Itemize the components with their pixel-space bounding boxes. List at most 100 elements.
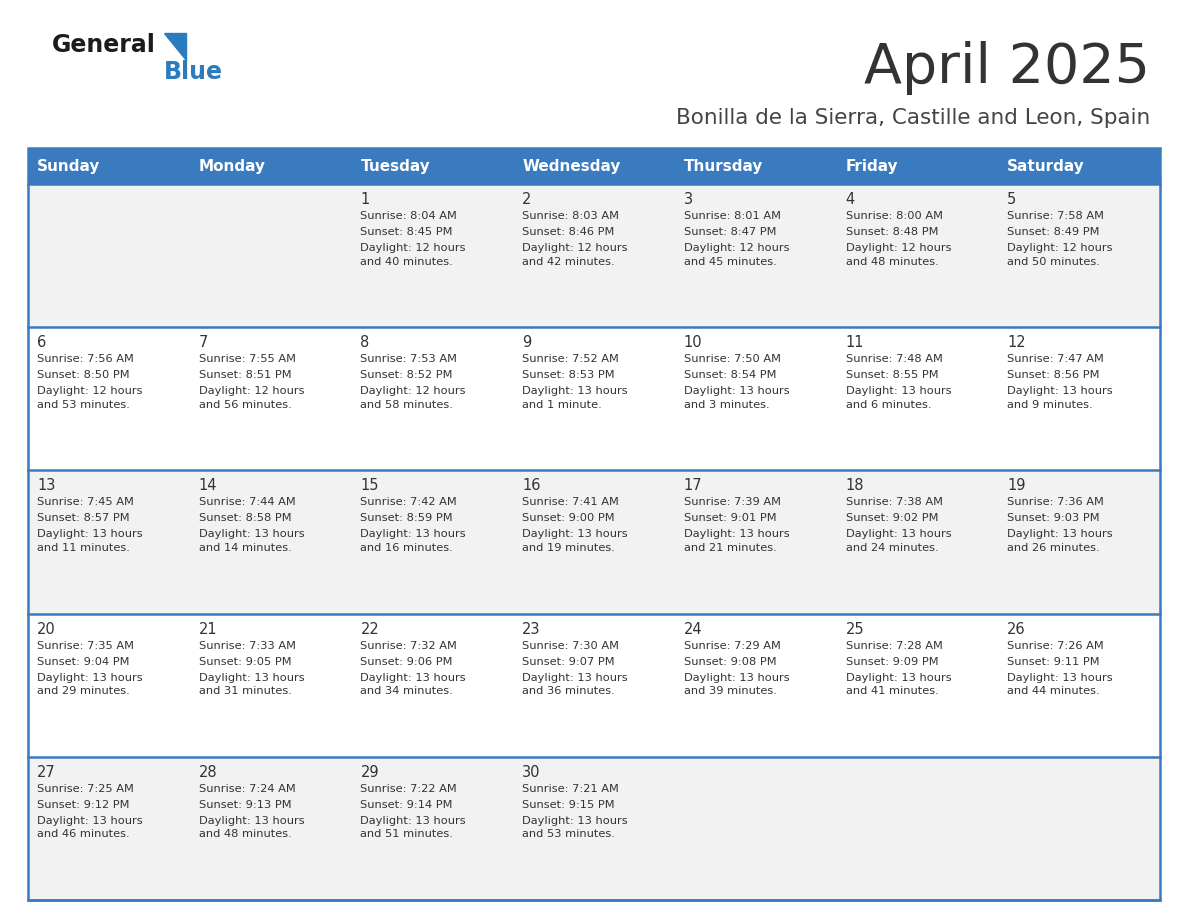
Text: Daylight: 12 hours
and 58 minutes.: Daylight: 12 hours and 58 minutes. <box>360 386 466 409</box>
Text: 13: 13 <box>37 478 56 493</box>
Text: Daylight: 13 hours
and 34 minutes.: Daylight: 13 hours and 34 minutes. <box>360 673 466 696</box>
Text: 10: 10 <box>684 335 702 350</box>
Text: Friday: Friday <box>846 159 898 174</box>
Text: Sunrise: 7:38 AM: Sunrise: 7:38 AM <box>846 498 942 508</box>
Text: Daylight: 12 hours
and 50 minutes.: Daylight: 12 hours and 50 minutes. <box>1007 243 1113 266</box>
Text: 29: 29 <box>360 765 379 779</box>
Text: Sunrise: 8:01 AM: Sunrise: 8:01 AM <box>684 211 781 221</box>
Text: Daylight: 12 hours
and 45 minutes.: Daylight: 12 hours and 45 minutes. <box>684 243 789 266</box>
Text: Daylight: 13 hours
and 53 minutes.: Daylight: 13 hours and 53 minutes. <box>523 816 627 839</box>
Text: Saturday: Saturday <box>1007 159 1085 174</box>
Text: Bonilla de la Sierra, Castille and Leon, Spain: Bonilla de la Sierra, Castille and Leon,… <box>676 108 1150 128</box>
Text: 1: 1 <box>360 192 369 207</box>
Text: Sunset: 9:09 PM: Sunset: 9:09 PM <box>846 656 939 666</box>
Text: 11: 11 <box>846 335 864 350</box>
Text: 2: 2 <box>523 192 531 207</box>
Text: Sunset: 9:06 PM: Sunset: 9:06 PM <box>360 656 453 666</box>
Text: Sunset: 8:47 PM: Sunset: 8:47 PM <box>684 227 776 237</box>
Text: 22: 22 <box>360 621 379 636</box>
Text: 25: 25 <box>846 621 864 636</box>
Text: Daylight: 13 hours
and 31 minutes.: Daylight: 13 hours and 31 minutes. <box>198 673 304 696</box>
Text: Sunrise: 7:28 AM: Sunrise: 7:28 AM <box>846 641 942 651</box>
Text: Wednesday: Wednesday <box>523 159 620 174</box>
Text: Sunset: 8:57 PM: Sunset: 8:57 PM <box>37 513 129 523</box>
Text: 8: 8 <box>360 335 369 350</box>
Text: Sunrise: 7:42 AM: Sunrise: 7:42 AM <box>360 498 457 508</box>
Text: 16: 16 <box>523 478 541 493</box>
Text: Sunrise: 7:48 AM: Sunrise: 7:48 AM <box>846 354 942 364</box>
Bar <box>29 148 1159 900</box>
Text: Sunrise: 7:25 AM: Sunrise: 7:25 AM <box>37 784 134 794</box>
Text: Sunset: 8:53 PM: Sunset: 8:53 PM <box>523 370 614 380</box>
Polygon shape <box>164 33 187 60</box>
Text: Monday: Monday <box>198 159 266 174</box>
Text: 18: 18 <box>846 478 864 493</box>
Text: Sunset: 8:49 PM: Sunset: 8:49 PM <box>1007 227 1100 237</box>
Text: Sunrise: 7:50 AM: Sunrise: 7:50 AM <box>684 354 781 364</box>
Text: 26: 26 <box>1007 621 1026 636</box>
Bar <box>352 148 513 184</box>
Bar <box>29 184 1159 327</box>
Text: 14: 14 <box>198 478 217 493</box>
Text: Sunset: 9:03 PM: Sunset: 9:03 PM <box>1007 513 1100 523</box>
Text: Sunrise: 7:53 AM: Sunrise: 7:53 AM <box>360 354 457 364</box>
Text: 17: 17 <box>684 478 702 493</box>
Text: Daylight: 13 hours
and 14 minutes.: Daylight: 13 hours and 14 minutes. <box>198 530 304 553</box>
Text: 24: 24 <box>684 621 702 636</box>
Text: Sunset: 9:13 PM: Sunset: 9:13 PM <box>198 800 291 810</box>
Text: 19: 19 <box>1007 478 1025 493</box>
Text: 12: 12 <box>1007 335 1026 350</box>
Text: Sunrise: 7:52 AM: Sunrise: 7:52 AM <box>523 354 619 364</box>
Text: Sunrise: 7:47 AM: Sunrise: 7:47 AM <box>1007 354 1104 364</box>
Bar <box>190 148 352 184</box>
Text: 15: 15 <box>360 478 379 493</box>
Text: Sunset: 9:15 PM: Sunset: 9:15 PM <box>523 800 614 810</box>
Text: Sunset: 8:45 PM: Sunset: 8:45 PM <box>360 227 453 237</box>
Text: Sunrise: 7:29 AM: Sunrise: 7:29 AM <box>684 641 781 651</box>
Text: Tuesday: Tuesday <box>360 159 430 174</box>
Text: Sunrise: 7:26 AM: Sunrise: 7:26 AM <box>1007 641 1104 651</box>
Text: Sunset: 8:54 PM: Sunset: 8:54 PM <box>684 370 776 380</box>
Text: Sunrise: 7:21 AM: Sunrise: 7:21 AM <box>523 784 619 794</box>
Text: Sunset: 8:46 PM: Sunset: 8:46 PM <box>523 227 614 237</box>
Text: Sunset: 9:00 PM: Sunset: 9:00 PM <box>523 513 614 523</box>
Text: Daylight: 13 hours
and 51 minutes.: Daylight: 13 hours and 51 minutes. <box>360 816 466 839</box>
Text: 9: 9 <box>523 335 531 350</box>
Text: Sunrise: 7:58 AM: Sunrise: 7:58 AM <box>1007 211 1105 221</box>
Text: Daylight: 12 hours
and 48 minutes.: Daylight: 12 hours and 48 minutes. <box>846 243 952 266</box>
Text: Sunset: 8:55 PM: Sunset: 8:55 PM <box>846 370 939 380</box>
Bar <box>29 613 1159 756</box>
Bar <box>836 148 998 184</box>
Bar <box>675 148 836 184</box>
Text: Sunrise: 7:30 AM: Sunrise: 7:30 AM <box>523 641 619 651</box>
Text: 3: 3 <box>684 192 693 207</box>
Text: Daylight: 13 hours
and 16 minutes.: Daylight: 13 hours and 16 minutes. <box>360 530 466 553</box>
Text: Sunrise: 8:03 AM: Sunrise: 8:03 AM <box>523 211 619 221</box>
Text: Daylight: 13 hours
and 36 minutes.: Daylight: 13 hours and 36 minutes. <box>523 673 627 696</box>
Text: Daylight: 13 hours
and 46 minutes.: Daylight: 13 hours and 46 minutes. <box>37 816 143 839</box>
Text: Sunset: 8:59 PM: Sunset: 8:59 PM <box>360 513 453 523</box>
Text: Sunset: 8:51 PM: Sunset: 8:51 PM <box>198 370 291 380</box>
Text: Sunrise: 7:24 AM: Sunrise: 7:24 AM <box>198 784 296 794</box>
Text: 28: 28 <box>198 765 217 779</box>
Text: Daylight: 13 hours
and 24 minutes.: Daylight: 13 hours and 24 minutes. <box>846 530 952 553</box>
Text: Daylight: 13 hours
and 3 minutes.: Daylight: 13 hours and 3 minutes. <box>684 386 790 409</box>
Bar <box>29 470 1159 613</box>
Text: 23: 23 <box>523 621 541 636</box>
Text: Daylight: 13 hours
and 41 minutes.: Daylight: 13 hours and 41 minutes. <box>846 673 952 696</box>
Text: Sunday: Sunday <box>37 159 100 174</box>
Text: Daylight: 13 hours
and 39 minutes.: Daylight: 13 hours and 39 minutes. <box>684 673 790 696</box>
Text: Sunrise: 7:39 AM: Sunrise: 7:39 AM <box>684 498 781 508</box>
Text: Daylight: 13 hours
and 19 minutes.: Daylight: 13 hours and 19 minutes. <box>523 530 627 553</box>
Text: Sunrise: 7:36 AM: Sunrise: 7:36 AM <box>1007 498 1104 508</box>
Text: Daylight: 13 hours
and 26 minutes.: Daylight: 13 hours and 26 minutes. <box>1007 530 1113 553</box>
Bar <box>29 327 1159 470</box>
Text: 5: 5 <box>1007 192 1017 207</box>
Text: Sunrise: 7:35 AM: Sunrise: 7:35 AM <box>37 641 134 651</box>
Text: Sunset: 9:12 PM: Sunset: 9:12 PM <box>37 800 129 810</box>
Text: Daylight: 13 hours
and 11 minutes.: Daylight: 13 hours and 11 minutes. <box>37 530 143 553</box>
Text: 6: 6 <box>37 335 46 350</box>
Text: Daylight: 13 hours
and 1 minute.: Daylight: 13 hours and 1 minute. <box>523 386 627 409</box>
Text: Daylight: 13 hours
and 29 minutes.: Daylight: 13 hours and 29 minutes. <box>37 673 143 696</box>
Text: 4: 4 <box>846 192 855 207</box>
